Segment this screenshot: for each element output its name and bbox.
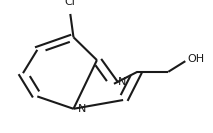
Text: N: N <box>78 104 86 115</box>
Text: OH: OH <box>187 53 204 64</box>
Text: Cl: Cl <box>65 0 76 7</box>
Text: N: N <box>118 77 127 88</box>
